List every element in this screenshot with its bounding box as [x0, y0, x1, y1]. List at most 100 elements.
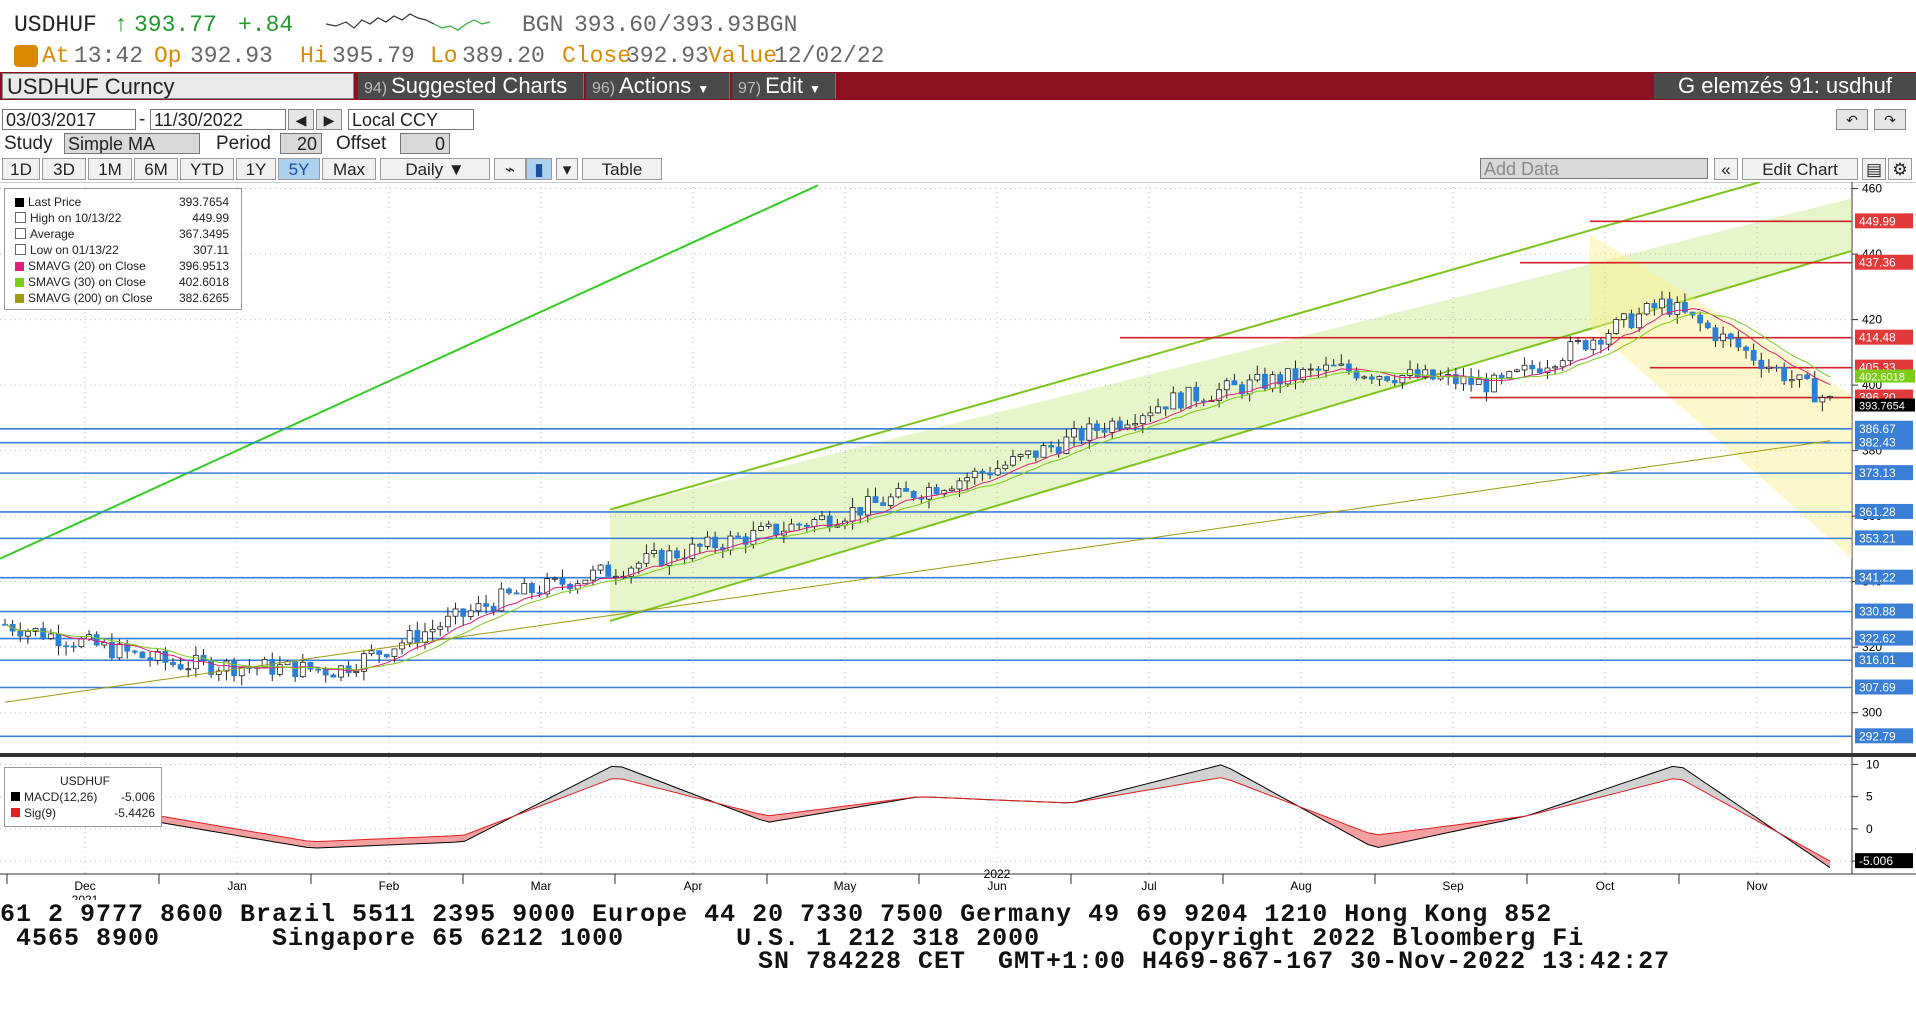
- range-button-1m[interactable]: 1M: [88, 158, 132, 180]
- currency-select[interactable]: Local CCY: [348, 109, 474, 130]
- candle-body: [322, 669, 329, 676]
- legend-label: SMAVG (30) on Close: [28, 275, 146, 289]
- edit-menu[interactable]: 97) Edit ▼: [732, 73, 836, 99]
- price-chart[interactable]: Dec Jan Feb Mar Apr May Jun Jul Aug Sep Oct Nov 2021…: [0, 182, 1916, 900]
- macd-histogram-band: [1388, 832, 1400, 846]
- macd-histogram-band: [433, 836, 444, 844]
- candle-body: [1330, 364, 1337, 367]
- macd-histogram-band: [485, 822, 497, 831]
- price-level-label: 353.21: [1859, 531, 1896, 545]
- candle-body: [231, 660, 237, 677]
- candle-body: [1582, 340, 1589, 350]
- bar-style-icon[interactable]: ▮: [526, 158, 552, 180]
- candle-body: [1116, 420, 1123, 429]
- macd-histogram-band: [307, 840, 318, 848]
- candle-body: [1773, 366, 1780, 369]
- macd-histogram-band: [737, 808, 749, 816]
- collapse-icon[interactable]: «: [1714, 158, 1738, 180]
- candle-body: [383, 654, 390, 657]
- range-button-3d[interactable]: 3D: [42, 158, 86, 180]
- range-button-max[interactable]: Max: [322, 158, 376, 180]
- range-button-1y[interactable]: 1Y: [236, 158, 276, 180]
- macd-histogram-band: [1693, 774, 1704, 792]
- next-period-button[interactable]: ▶: [316, 109, 342, 130]
- channel-upper-line: [609, 182, 1761, 511]
- legend-value: 393.7654: [178, 195, 229, 209]
- actions-menu[interactable]: 96) Actions ▼: [586, 73, 730, 99]
- bid-price: 393.60: [574, 12, 657, 38]
- legend-swatch: [15, 198, 24, 207]
- period-input[interactable]: 20: [280, 133, 322, 154]
- undo-icon[interactable]: ↶: [1836, 109, 1868, 130]
- style-chevron-icon[interactable]: ▾: [556, 158, 578, 180]
- month-label: Sep: [1442, 879, 1464, 893]
- price-level-label: 322.62: [1859, 632, 1896, 646]
- line-style-icon[interactable]: ⌁: [494, 158, 526, 180]
- year-label: 2022: [984, 867, 1011, 881]
- macd-histogram-band: [244, 830, 255, 839]
- candle-body: [1674, 302, 1681, 315]
- candle-body: [658, 550, 665, 566]
- candle-body: [1628, 313, 1635, 329]
- price-level-label: 341.22: [1859, 571, 1896, 585]
- candle-body: [1666, 298, 1673, 315]
- candle-body: [1598, 339, 1604, 345]
- end-date-field[interactable]: 11/30/2022: [150, 109, 286, 130]
- month-label: Jan: [227, 879, 246, 893]
- macd-histogram-band: [475, 826, 486, 836]
- macd-legend-row: Sig(9) -5.4426: [11, 806, 159, 821]
- range-button-ytd[interactable]: YTD: [180, 158, 234, 180]
- legend-row: Average 367.3495: [15, 227, 235, 242]
- candle-body: [1323, 364, 1329, 371]
- candle-body: [170, 661, 176, 666]
- ticker: USDHUF: [14, 12, 97, 38]
- macd-histogram-band: [1672, 766, 1683, 780]
- macd-histogram-band: [1199, 767, 1211, 782]
- candle-body: [1796, 374, 1803, 380]
- offset-label: Offset: [336, 133, 387, 154]
- candle-body: [666, 550, 673, 566]
- candle-body: [1353, 370, 1360, 379]
- redo-icon[interactable]: ↷: [1874, 109, 1906, 130]
- study-select[interactable]: Simple MA: [64, 133, 200, 154]
- chart-settings-icon[interactable]: ▤: [1862, 158, 1886, 180]
- price-level-label: 386.67: [1859, 422, 1896, 436]
- suggested-charts-button[interactable]: 94) Suggested Charts: [358, 73, 584, 99]
- range-button-5y[interactable]: 5Y: [278, 158, 320, 180]
- candle-body: [25, 631, 31, 637]
- table-button[interactable]: Table: [582, 158, 662, 180]
- start-date-field[interactable]: 03/03/2017: [2, 109, 136, 130]
- gear-icon[interactable]: ⚙: [1888, 158, 1912, 180]
- legend-label: SMAVG (20) on Close: [28, 259, 146, 273]
- macd-y-tick-label: 0: [1866, 822, 1873, 836]
- candle-body: [1040, 445, 1047, 458]
- legend-swatch: [15, 212, 26, 223]
- range-button-1d[interactable]: 1D: [2, 158, 40, 180]
- prev-period-button[interactable]: ◀: [288, 109, 314, 130]
- security-field[interactable]: USDHUF Curncy: [2, 73, 354, 99]
- candle-body: [1788, 379, 1795, 382]
- range-button-6m[interactable]: 6M: [134, 158, 178, 180]
- candle-body: [360, 653, 367, 672]
- macd-histogram-band: [1409, 829, 1421, 841]
- frequency-select[interactable]: Daily ▼: [380, 158, 490, 180]
- candle-body: [674, 550, 680, 559]
- candle-body: [628, 567, 635, 577]
- edit-chart-button[interactable]: Edit Chart: [1742, 158, 1858, 180]
- offset-input[interactable]: 0: [400, 133, 450, 154]
- candle-body: [1277, 374, 1284, 385]
- candle-body: [483, 603, 489, 607]
- macd-histogram-band: [1357, 828, 1368, 845]
- add-data-field[interactable]: Add Data: [1480, 158, 1708, 179]
- month-label: Jun: [987, 879, 1006, 893]
- candle-body: [353, 670, 360, 674]
- price-change: +.84: [238, 12, 294, 38]
- macd-histogram-band: [1210, 764, 1221, 780]
- price-level-tag: [1855, 213, 1913, 229]
- macd-value-tag: [1855, 853, 1913, 869]
- macd-histogram-band: [202, 823, 213, 832]
- candle-body: [292, 661, 299, 678]
- macd-histogram-band: [254, 832, 266, 841]
- macd-line: [159, 764, 1831, 869]
- candle-body: [1101, 430, 1108, 433]
